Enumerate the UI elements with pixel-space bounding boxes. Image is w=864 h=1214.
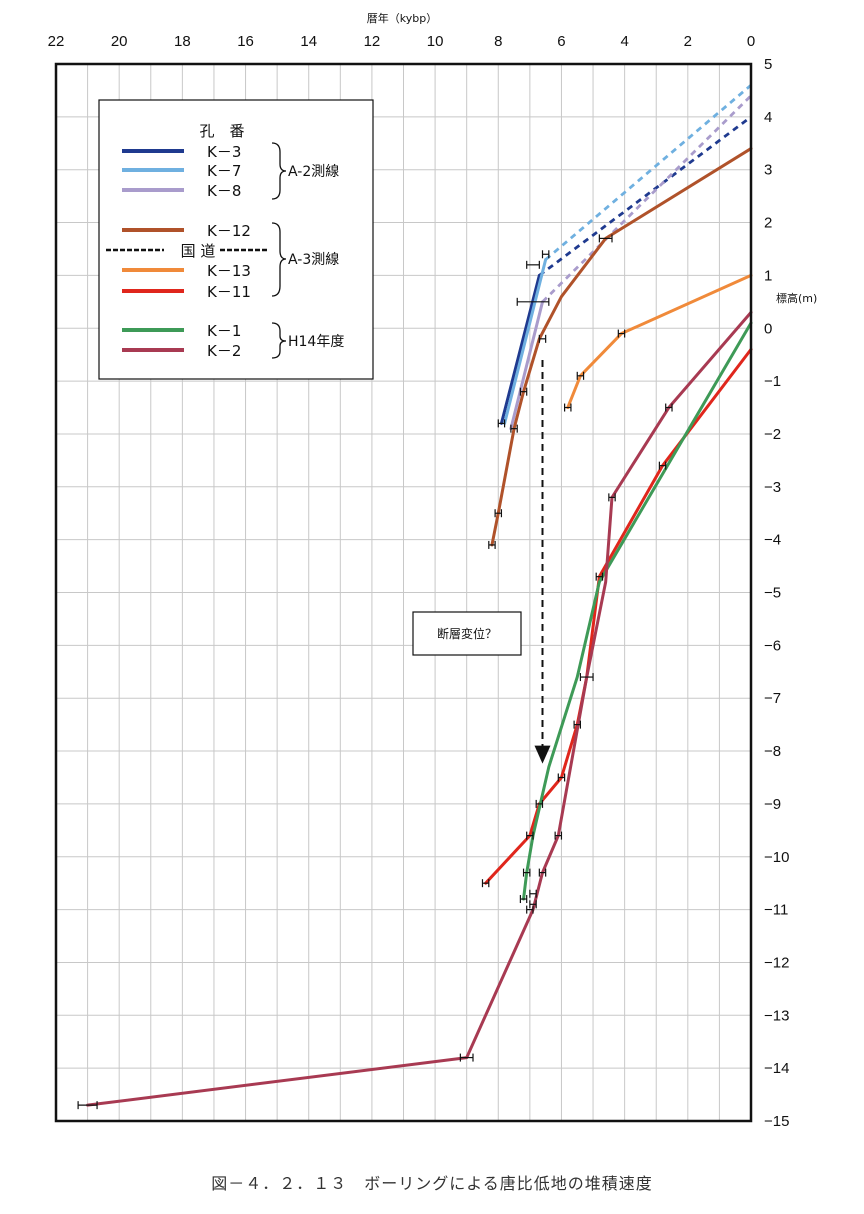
series-dashed-k7 [544,84,752,261]
y-tick-label: −9 [764,796,781,813]
fault-annotation: 断層変位？ [412,359,551,764]
x-tick-label: 8 [494,33,502,50]
y-tick-label: −4 [764,532,781,549]
x-tick-labels: 22 20 18 16 14 12 10 8 6 4 2 0 [48,33,756,50]
legend-label-k8: K－8 [207,182,241,200]
y-tick-label: −5 [764,585,781,602]
x-tick-label: 6 [557,33,565,50]
x-tick-label: 2 [684,33,692,50]
x-tick-label: 4 [620,33,628,50]
y-axis-title: 標高(m) [776,291,817,305]
y-tick-label: −1 [764,373,781,390]
y-tick-label: 5 [764,56,772,73]
x-tick-label: 18 [174,33,191,50]
y-tick-label: −10 [764,849,789,866]
y-tick-label: −3 [764,479,781,496]
y-tick-label: 4 [764,109,772,126]
annotation-arrow-head [534,745,551,764]
series-dashed-k8 [541,94,752,303]
legend-label-k1: K－1 [207,322,241,340]
legend-group-h14: H14年度 [288,334,344,350]
annotation-box [412,611,522,656]
y-tick-label: −14 [764,1060,789,1077]
series-line-k3 [499,273,541,425]
y-tick-label: 1 [764,267,772,284]
x-tick-label: 14 [300,33,317,50]
annotation-text: 断層変位？ [437,626,497,641]
legend-label-k2: K－2 [207,342,241,360]
x-axis-title: 暦年（kybp） [367,11,437,25]
y-tick-label: −6 [764,637,781,654]
legend-box [98,99,374,380]
y-tick-label: 3 [764,162,772,179]
y-tick-label: −7 [764,690,781,707]
series-line-k13 [566,273,753,410]
plot-frame [54,62,753,1123]
y-tick-label: 2 [764,215,772,232]
legend-label-k11: K－11 [207,283,251,301]
error-bars [77,234,673,1110]
legend-label-k13: K－13 [207,262,251,280]
series-line-k11 [484,347,753,885]
legend-header: 孔 番 [199,122,244,140]
legend-group-a3: A-3測線 [288,252,339,268]
y-tick-label: −13 [764,1007,789,1024]
legend-brace-a3 [271,222,287,297]
legend-brace-h14 [271,322,287,359]
series-line-k2 [86,310,753,1107]
x-tick-label: 20 [111,33,128,50]
x-tick-label: 0 [747,33,755,50]
y-tick-label: −2 [764,426,781,443]
legend-brace-a2 [271,142,287,200]
x-tick-label: 22 [48,33,65,50]
series-dashed-k3 [538,115,752,277]
x-tick-label: 16 [237,33,254,50]
legend: 孔 番 K－3 K－7 K－8 A-2測線 K－12 国 道 K－13 K－11… [98,99,374,380]
x-tick-label: 12 [364,33,381,50]
series-line-k7 [503,258,548,425]
series-line-k1 [522,321,753,901]
x-tick-label: 10 [427,33,444,50]
legend-label-k3: K－3 [207,143,241,161]
y-tick-label: −11 [764,902,788,919]
figure-caption: 図－４．２．１３ ボーリングによる唐比低地の堆積速度 [211,1174,653,1193]
y-tick-label: −12 [764,954,789,971]
series-line-k8 [509,300,544,431]
legend-label-k12: K－12 [207,222,251,240]
series-line-k12 [490,147,753,547]
legend-label-k7: K－7 [207,162,241,180]
y-tick-label: −8 [764,743,781,760]
y-tick-label: −15 [764,1113,789,1130]
legend-road-label: 国 道 [181,242,216,260]
y-tick-label: 0 [764,320,772,337]
y-tick-labels: 5 4 3 2 1 0 −1 −2 −3 −4 −5 −6 −7 −8 −9 −10 −11 −12 −13 −14 −… [764,56,789,1130]
legend-group-a2: A-2測線 [288,164,339,180]
